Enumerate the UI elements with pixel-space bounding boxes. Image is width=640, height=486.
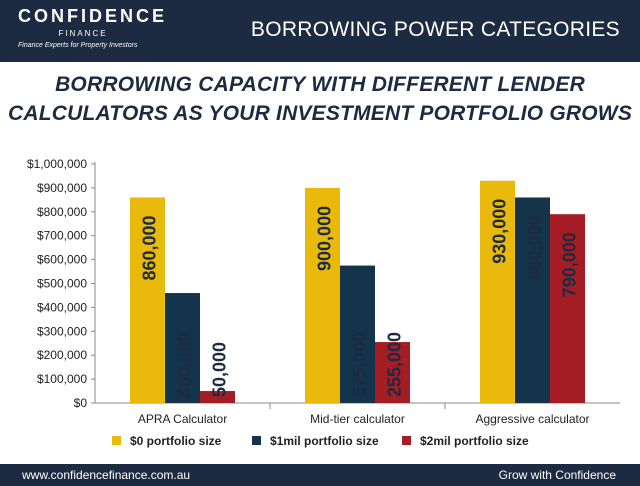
legend-label: $1mil portfolio size [270,434,379,448]
header-title: BORROWING POWER CATEGORIES [250,18,620,41]
bar [340,265,375,403]
x-tick-label: APRA Calculator [138,412,227,426]
brand-name: CONFIDENCE [18,6,168,26]
y-tick-label: $300,000 [37,324,87,338]
data-label: 860,000 [140,215,160,280]
footer-bar: www.confidencefinance.com.au Grow with C… [0,464,640,486]
legend-label: $2mil portfolio size [420,434,529,448]
footer-tagline: Grow with Confidence [498,468,616,482]
data-label: 860,000 [525,215,545,280]
y-tick-label: $200,000 [37,348,87,362]
bar [375,342,410,403]
y-tick-label: $700,000 [37,229,87,243]
bar [515,197,550,403]
y-tick-label: $1,000,000 [27,157,87,171]
main-title: BORROWING CAPACITY WITH DIFFERENT LENDER… [0,70,640,128]
bar [550,214,585,403]
legend-swatch [252,436,261,445]
bar [165,293,200,403]
bar [200,391,235,403]
y-tick-label: $500,000 [37,277,87,291]
y-tick-label: $400,000 [37,300,87,314]
bar [305,187,340,403]
bar [130,197,165,403]
footer-url[interactable]: www.confidencefinance.com.au [22,468,191,482]
data-label: 50,000 [210,342,230,397]
data-label: 460,000 [175,332,195,397]
bar [480,180,515,403]
data-label: 930,000 [490,199,510,264]
brand-sub: FINANCE [58,29,108,38]
legend-label: $0 portfolio size [130,434,222,448]
data-label: 900,000 [315,206,335,271]
y-tick-label: $900,000 [37,181,87,195]
y-tick-label: $100,000 [37,372,87,386]
y-tick-label: $600,000 [37,253,87,267]
header-bar: CONFIDENCE FINANCE Finance Experts for P… [0,0,640,62]
brand-tagline: Finance Experts for Property Investors [18,42,138,49]
x-tick-label: Mid-tier calculator [310,412,405,426]
legend-swatch [112,436,121,445]
y-tick-label: $800,000 [37,205,87,219]
x-tick-label: Aggressive calculator [475,412,589,426]
data-label: 575,000 [350,332,370,397]
brand-logo: CONFIDENCE FINANCE Finance Experts for P… [18,6,168,49]
main-title-line-2: CALCULATORS AS YOUR INVESTMENT PORTFOLIO… [7,102,633,125]
data-label: 790,000 [560,232,580,297]
legend-swatch [402,436,411,445]
main-title-line-1: BORROWING CAPACITY WITH DIFFERENT LENDER [55,73,585,96]
data-label: 255,000 [385,332,405,397]
y-tick-label: $0 [74,396,88,410]
